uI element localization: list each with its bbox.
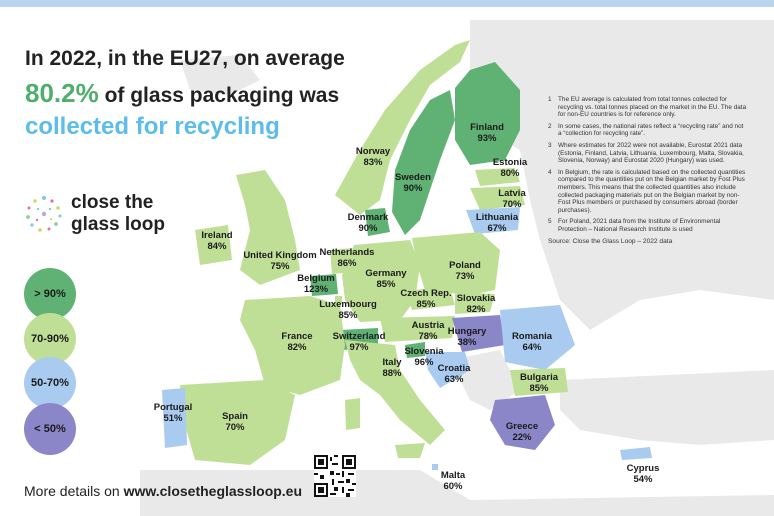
label-romania: Romania 64% (511, 331, 553, 353)
country-norway (335, 40, 470, 215)
footnote: 5 For Poland, 2021 data from the Institut… (548, 218, 721, 233)
country-romania (500, 305, 575, 370)
country-poland (412, 232, 500, 295)
label-norway: Norway 83% (355, 146, 391, 168)
country-greece (490, 395, 555, 450)
logo-line1: close the (71, 192, 154, 213)
label-finland: Finland 93% (470, 122, 504, 144)
country-sweden (392, 90, 455, 235)
country-estonia (475, 168, 520, 186)
label-luxembourg: Luxembourg 85% (319, 299, 377, 321)
country-germany (342, 240, 420, 322)
country-cyprus (620, 447, 652, 460)
label-germany: Germany 85% (365, 268, 407, 290)
label-lithuania: Lithuania 67% (475, 212, 519, 234)
country-sardinia (345, 398, 360, 430)
label-uk: United Kingdom 75% (243, 250, 317, 272)
label-hungary: Hungary 38% (447, 326, 487, 348)
legend-item-50-70: 50-70% (24, 357, 76, 409)
label-sweden: Sweden 90% (395, 172, 431, 194)
non-data-land-east (470, 20, 774, 330)
logo-wordmark: close the glass loop (71, 192, 165, 236)
label-cyprus: Cyprus 54% (626, 463, 660, 485)
label-spain: Spain 70% (222, 411, 248, 433)
label-bulgaria: Bulgaria 85% (519, 372, 559, 394)
country-portugal (162, 388, 187, 448)
label-estonia: Estonia 80% (492, 157, 528, 179)
glass-loop-logo-icon (26, 196, 62, 232)
label-switzerland: Switzerland 97% (332, 331, 386, 353)
country-latvia (470, 186, 525, 210)
label-slovakia: Slovakia 82% (456, 293, 496, 315)
label-croatia: Croatia 63% (437, 363, 471, 385)
footer-url-link[interactable]: www.closetheglassloop.eu (123, 483, 303, 499)
country-austria (380, 316, 455, 342)
country-sicily (395, 443, 425, 458)
country-czech (405, 288, 455, 310)
country-hungary (452, 315, 505, 352)
label-greece: Greece 22% (505, 421, 539, 443)
label-austria: Austria 78% (411, 320, 445, 342)
country-croatia (425, 352, 470, 388)
footnote: 3 Where estimates for 2022 were not avail… (548, 141, 744, 165)
footnotes: 1 The EU average is calculated from total… (548, 96, 748, 245)
logo-line2: glass loop (71, 214, 165, 235)
country-denmark (365, 208, 390, 236)
label-poland: Poland 73% (449, 260, 481, 282)
top-banner-strip (0, 0, 774, 7)
label-netherlands: Netherlands 86% (319, 247, 375, 269)
country-uk (236, 170, 300, 285)
country-luxembourg (335, 296, 342, 304)
country-malta (432, 464, 438, 470)
label-belgium: Belgium 123% (297, 273, 335, 295)
non-data-land-iceland-scots (180, 55, 260, 95)
footer-prefix: More details on (24, 483, 124, 499)
label-denmark: Denmark 90% (347, 212, 389, 234)
country-spain (180, 380, 295, 465)
country-italy (345, 340, 445, 445)
label-latvia: Latvia 70% (498, 188, 526, 210)
headline-line3: collected for recycling (25, 113, 280, 140)
headline-line2-rest: of glass packaging was (98, 84, 340, 107)
country-finland (455, 62, 520, 165)
country-france (240, 296, 345, 395)
headline-line1: In 2022, in the EU27, on average (25, 47, 345, 70)
label-ireland: Ireland 84% (201, 230, 233, 252)
footer-more-details: More details on www.closetheglassloop.eu (24, 483, 302, 499)
footnote: 1 The EU average is calculated from total… (548, 96, 747, 119)
non-data-land-turkey (560, 370, 774, 445)
footnote: 4 In Belgium, the rate is calculated base… (548, 168, 746, 214)
country-ireland (195, 225, 232, 265)
legend-item-70-90: 70-90% (24, 313, 76, 365)
country-slovakia (455, 292, 495, 314)
footnote: 2 In some cases, the national rates refle… (548, 122, 744, 138)
label-france: France 82% (281, 331, 313, 353)
label-italy: Italy 88% (382, 357, 402, 379)
country-lithuania (466, 207, 520, 234)
headline-percent: 80.2% (25, 78, 99, 108)
source-credit: Source: Close the Glass Loop – 2022 data (548, 237, 673, 245)
qr-code[interactable] (314, 455, 356, 497)
country-belgium (310, 274, 338, 296)
country-bulgaria (510, 368, 568, 396)
label-portugal: Portugal 51% (153, 402, 193, 424)
legend-item-under-50: < 50% (24, 403, 76, 455)
headline-line2: 80.2% of glass packaging was (25, 80, 339, 109)
country-slovenia (405, 342, 425, 358)
label-czech: Czech Rep. 85% (400, 288, 452, 310)
label-malta: Malta 60% (440, 470, 466, 492)
non-data-land-africa (140, 470, 774, 516)
label-slovenia: Slovenia 96% (404, 346, 444, 368)
legend-item-over-90: > 90% (24, 268, 76, 320)
